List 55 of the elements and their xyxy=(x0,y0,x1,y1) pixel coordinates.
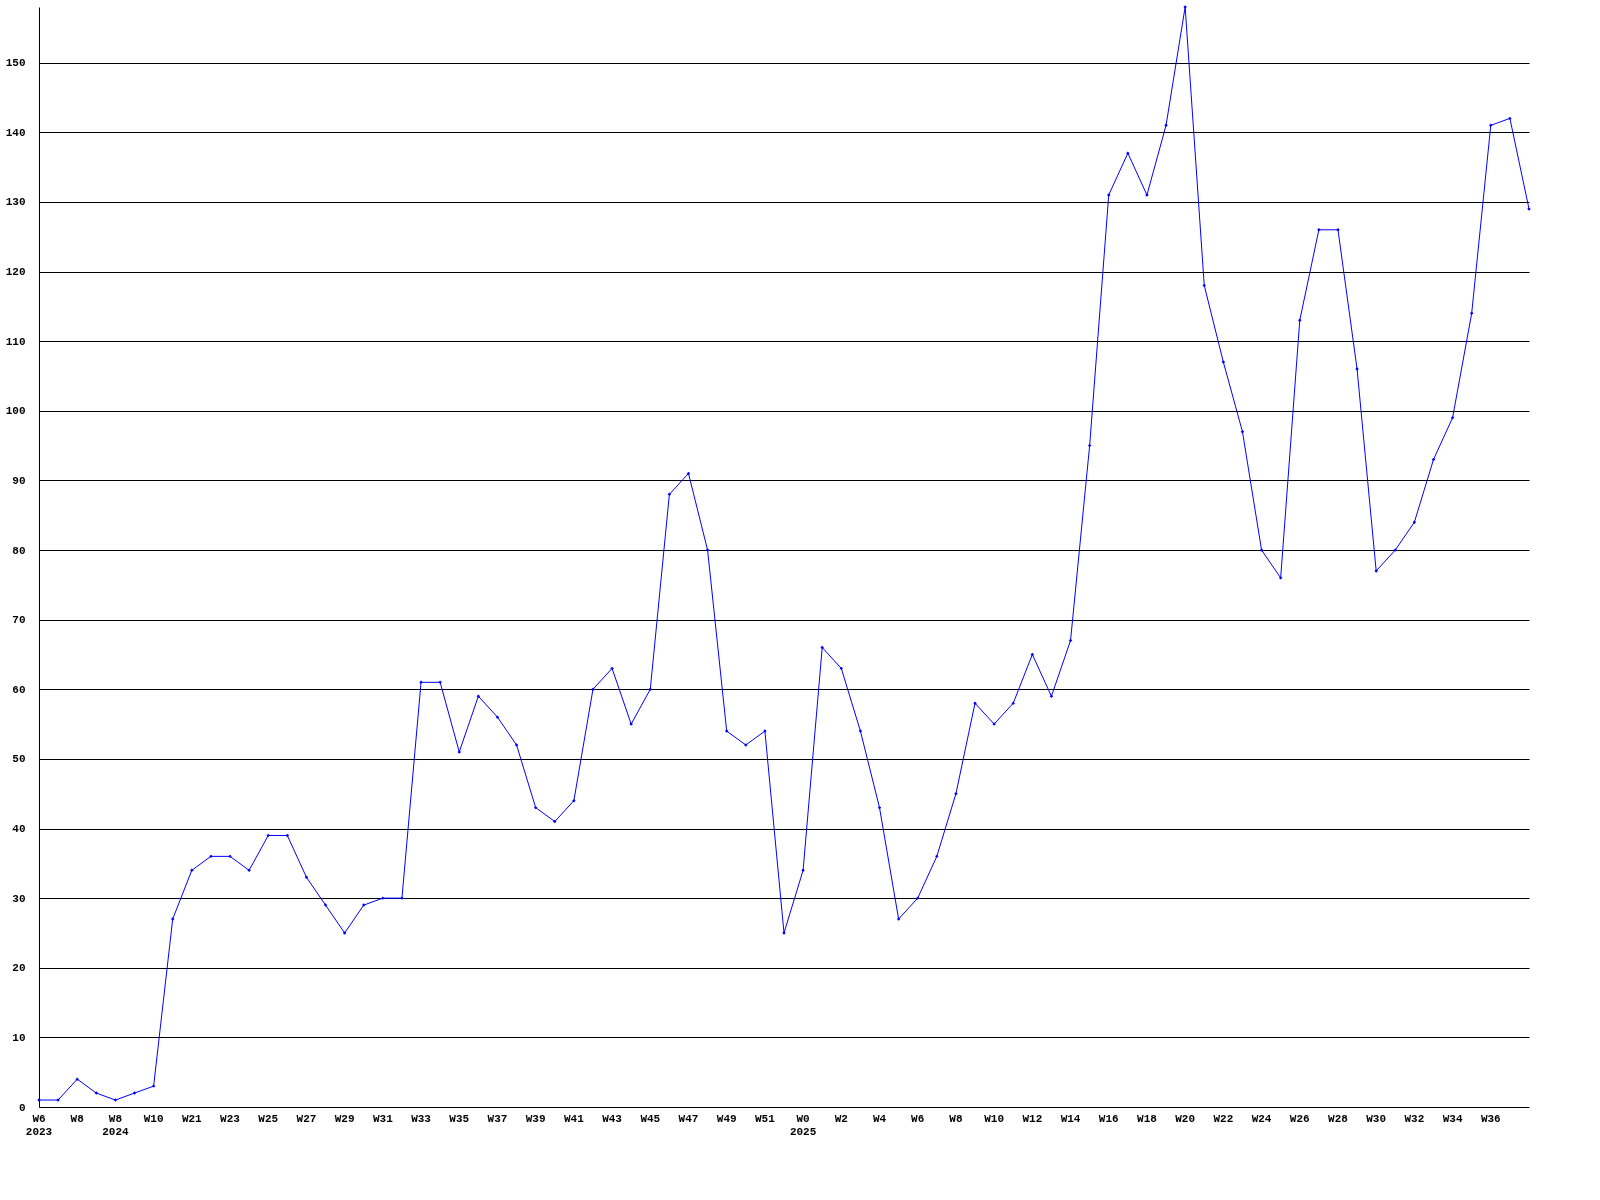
y-tick-label: 100 xyxy=(5,405,26,418)
y-tick-label: 150 xyxy=(5,57,26,70)
x-tick-label: W43 xyxy=(602,1113,623,1125)
y-tick-label: 130 xyxy=(5,196,26,209)
x-tick-label: W25 xyxy=(258,1113,279,1125)
x-tick-label: W51 xyxy=(754,1113,776,1125)
x-tick-label: W2 xyxy=(834,1113,848,1125)
x-tick-label: W22 xyxy=(1213,1113,1234,1125)
x-tick-label: W12 xyxy=(1022,1113,1043,1125)
x-tick-label: W32 xyxy=(1404,1113,1425,1125)
x-tick-label: W21 xyxy=(181,1113,203,1125)
x-tick-label: W27 xyxy=(296,1113,317,1125)
x-tick-label: W23 xyxy=(220,1113,241,1125)
x-tick-label: W39 xyxy=(525,1113,546,1125)
x-tick-label: W35 xyxy=(449,1113,470,1125)
x-tick-label: W8 xyxy=(949,1113,963,1125)
y-tick-label: 30 xyxy=(12,892,26,905)
x-tick-label: W31 xyxy=(372,1113,394,1125)
x-tick-label: W33 xyxy=(411,1113,432,1125)
x-tick-label: W0 2025 xyxy=(789,1113,817,1138)
x-tick-label: W6 2023 xyxy=(25,1113,53,1138)
x-tick-label: W14 xyxy=(1060,1113,1081,1125)
x-tick-label: W34 xyxy=(1442,1113,1463,1125)
x-tick-label: W49 xyxy=(716,1113,737,1125)
y-tick-label: 40 xyxy=(12,823,26,836)
x-tick-label: W6 xyxy=(911,1113,925,1125)
y-tick-label: 50 xyxy=(12,753,26,766)
x-tick-label: W10 xyxy=(984,1113,1005,1125)
x-tick-label: W10 xyxy=(143,1113,164,1125)
x-tick-label: W28 xyxy=(1328,1113,1349,1125)
y-tick-label: 140 xyxy=(5,126,26,139)
x-tick-label: W47 xyxy=(678,1113,699,1125)
x-tick-label: W8 xyxy=(70,1113,85,1125)
y-tick-label: 120 xyxy=(5,266,26,279)
y-tick-label: 20 xyxy=(12,962,26,975)
y-tick-label: 110 xyxy=(5,335,26,348)
x-tick-label: W18 xyxy=(1137,1113,1158,1125)
y-tick-label: 80 xyxy=(12,544,26,557)
x-tick-label: W45 xyxy=(640,1113,661,1125)
x-tick-label: W29 xyxy=(334,1113,355,1125)
y-tick-label: 0 xyxy=(18,1101,26,1114)
x-tick-label: W20 xyxy=(1175,1113,1196,1125)
y-tick-label: 10 xyxy=(12,1031,26,1044)
x-tick-label: W41 xyxy=(563,1113,585,1125)
y-tick-label: 70 xyxy=(12,614,26,627)
x-tick-label: W30 xyxy=(1366,1113,1387,1125)
y-tick-label: 60 xyxy=(12,683,26,696)
x-tick-label: W37 xyxy=(487,1113,508,1125)
x-tick-label: W36 xyxy=(1480,1113,1501,1125)
x-tick-label: W4 xyxy=(872,1113,887,1125)
y-tick-label: 90 xyxy=(12,474,26,487)
x-tick-label: W16 xyxy=(1098,1113,1119,1125)
x-tick-label: W8 2024 xyxy=(102,1113,130,1138)
x-tick-label: W26 xyxy=(1289,1113,1310,1125)
x-tick-label: W24 xyxy=(1251,1113,1272,1125)
